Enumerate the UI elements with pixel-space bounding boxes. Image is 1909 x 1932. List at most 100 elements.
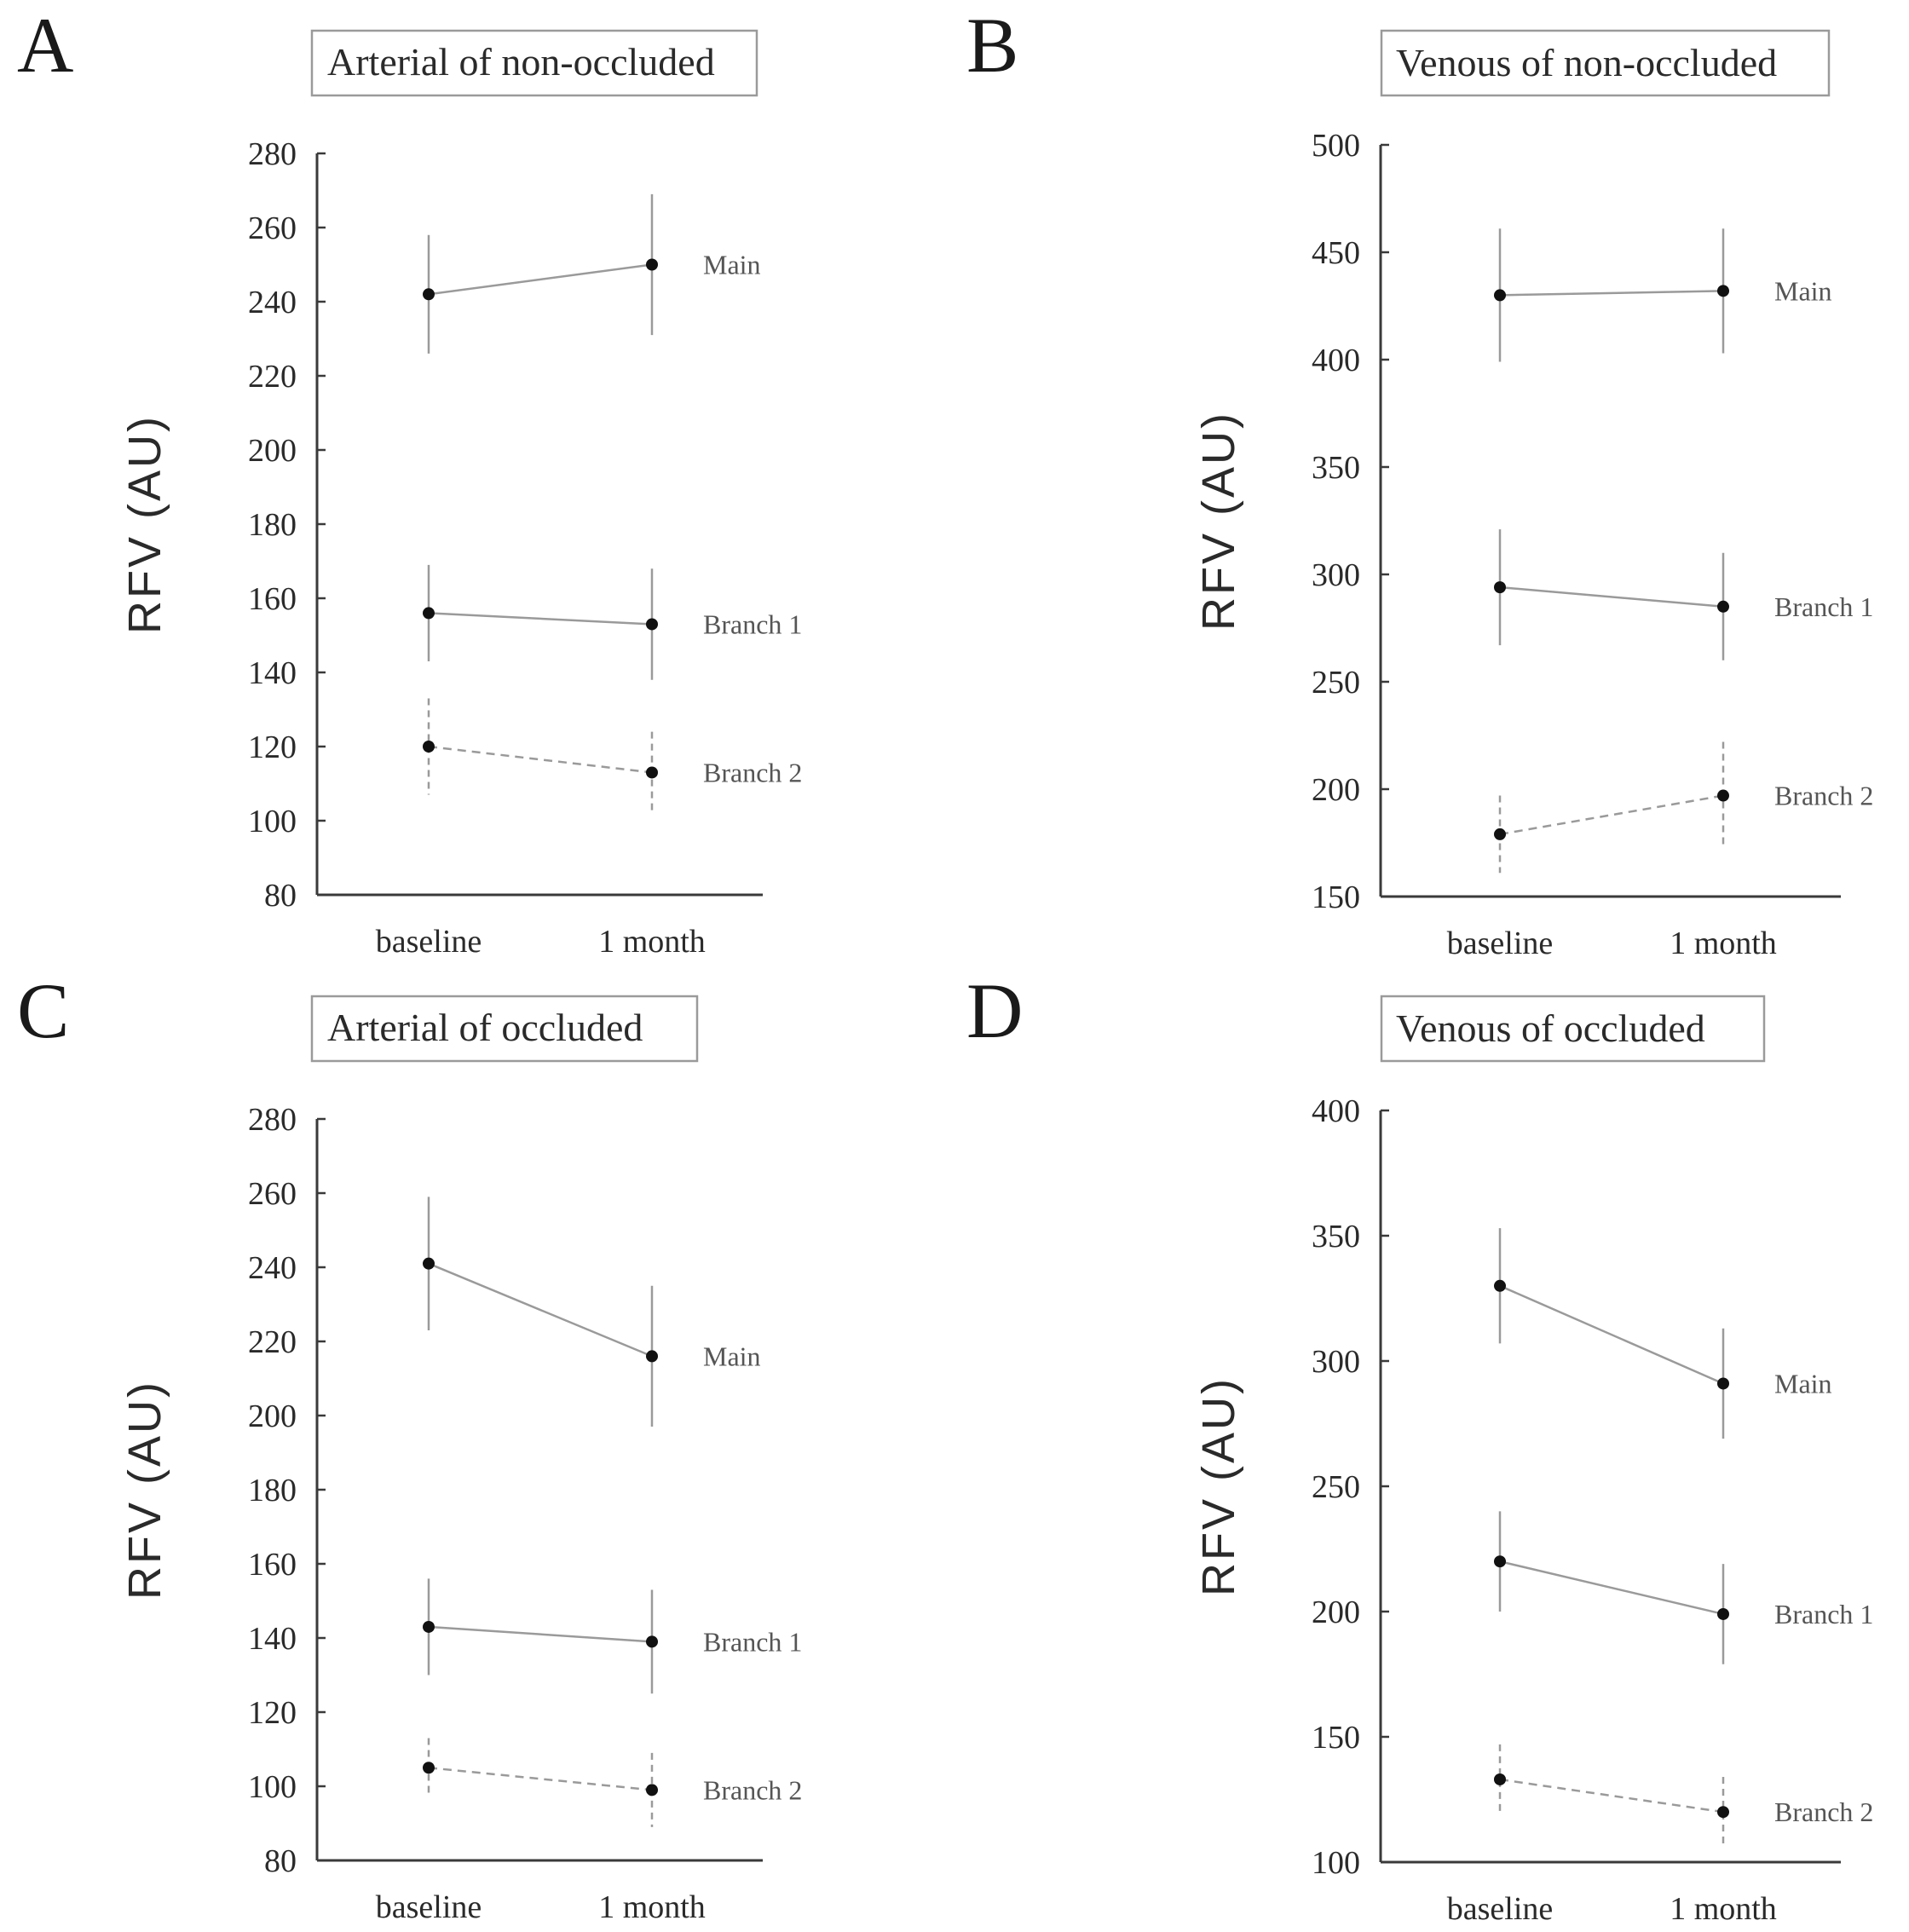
panel-a-ytick-label-140: 140 [248,655,297,691]
panel-a-ytick-label-220: 220 [248,359,297,395]
panel-d-ytick-label-150: 150 [1312,1720,1360,1756]
panel-a-y-label: RFV (AU) [119,414,170,634]
panel-c-ytick-label-280: 280 [248,1102,297,1138]
panel-d-ytick-label-100: 100 [1312,1845,1360,1881]
panel-a-branch-2-label: Branch 2 [703,757,802,787]
panel-b-y-label: RFV (AU) [1193,411,1244,631]
panel-d-x-label-1-month: 1 month [1670,1891,1777,1927]
chart-d: D Venous of occluded 100 150 200 250 300 350 400… [966,967,1873,1927]
panel-d-main-point-0 [1494,1279,1506,1292]
panel-c-ytick-label-200: 200 [248,1399,297,1434]
panel-a-ytick-label-160: 160 [248,581,297,617]
panel-a-ytick-label-280: 280 [248,136,297,172]
panel-d-branch-1-point-1 [1717,1607,1729,1620]
panel-a-branch-1-line [428,612,653,626]
panel-d-ytick-label-350: 350 [1312,1219,1360,1254]
panel-a-branch-2-point-1 [646,766,658,779]
panel-a-title-box [310,29,758,97]
panel-c-branch-1-label: Branch 1 [703,1626,802,1657]
panel-d-x-label-baseline: baseline [1447,1891,1554,1927]
panel-a-title: Arterial of non-occluded [327,40,715,84]
panel-b-ytick-label-200: 200 [1312,772,1360,808]
panel-a-ytick-label-180: 180 [248,507,297,543]
panel-c-ytick-label-140: 140 [248,1621,297,1657]
panel-a-letter: A [17,2,73,89]
panel-d-branch-2-line [1499,1778,1724,1814]
panel-a-main-point-1 [646,258,658,271]
panel-c-ytick-label-260: 260 [248,1176,297,1212]
panel-a-branch-1-label: Branch 1 [703,608,802,639]
panel-a-branch-1-point-1 [646,618,658,631]
panel-a-main-point-0 [423,288,435,301]
panel-b-ytick-label-400: 400 [1312,343,1360,378]
panel-c-title: Arterial of occluded [327,1006,643,1049]
panel-c: C Arterial of occluded 80 100 120 140 160 180 20… [0,966,954,1931]
panel-b-main-label: Main [1774,275,1832,306]
panel-b-title: Venous of non-occluded [1396,41,1777,84]
panel-a: A Arterial of non-occluded 80 100 120 140 160 1… [0,0,954,966]
panel-b-letter: B [966,2,1018,89]
panel-c-letter: C [17,967,69,1054]
panel-c-ytick-label-160: 160 [248,1547,297,1583]
panel-c-main-line [428,1262,653,1358]
panel-c-branch-2-label: Branch 2 [703,1774,802,1805]
chart-c: C Arterial of occluded 80 100 120 140 160 180 20… [17,967,802,1925]
panel-c-ytick-label-220: 220 [248,1324,297,1360]
panel-b-branch-2-point-1 [1717,789,1729,802]
chart-a: A Arterial of non-occluded 80 100 120 140 160 1… [17,2,802,960]
panel-b-branch-1-point-1 [1717,600,1729,613]
panel-a-x-label-baseline: baseline [376,924,482,960]
panel-b-ytick-label-150: 150 [1312,879,1360,915]
panel-b-main-line [1499,290,1724,297]
panel-a-main-line [428,263,653,296]
panel-d-ytick-label-300: 300 [1312,1344,1360,1380]
panel-b-ytick-label-450: 450 [1312,235,1360,271]
panel-a-main-label: Main [703,250,761,280]
panel-d-y-label: RFV (AU) [1193,1376,1244,1596]
panel-b-ytick-label-300: 300 [1312,557,1360,593]
panel-d-branch-1-line [1499,1560,1724,1616]
panel-c-ytick-label-240: 240 [248,1250,297,1286]
panel-b-branch-2-line [1499,794,1724,836]
panel-a-ytick-label-80: 80 [264,878,297,914]
panel-b-x-label-1-month: 1 month [1670,926,1777,961]
panel-d-main-point-1 [1717,1377,1729,1390]
panel-b-branch-2-label: Branch 2 [1774,781,1873,811]
panel-c-branch-2-point-1 [646,1784,658,1796]
panel-d: D Venous of occluded 100 150 200 250 300 350 400… [954,966,1909,1931]
panel-a-ytick-label-260: 260 [248,211,297,246]
panel-c-ytick-label-100: 100 [248,1769,297,1805]
panel-d-branch-1-label: Branch 1 [1774,1599,1873,1629]
panel-a-ytick-label-120: 120 [248,730,297,765]
panel-c-ytick-label-80: 80 [264,1843,297,1879]
panel-c-ytick-label-180: 180 [248,1473,297,1508]
panel-c-ytick-label-120: 120 [248,1695,297,1731]
panel-b-ytick-label-500: 500 [1312,128,1360,164]
panel-a-branch-1-point-0 [423,607,435,620]
panel-b-branch-1-line [1499,585,1724,608]
panel-c-y-label: RFV (AU) [119,1380,170,1600]
panel-b-title-box [1380,29,1831,97]
panel-b-main-point-0 [1494,289,1506,302]
panel-b-ytick-label-350: 350 [1312,450,1360,486]
panel-c-main-label: Main [703,1341,761,1371]
panel-c-branch-2-point-0 [423,1762,435,1774]
panel-d-main-line [1499,1284,1724,1385]
panel-a-ytick-label-100: 100 [248,804,297,839]
panel-d-branch-2-label: Branch 2 [1774,1796,1873,1827]
panel-b-branch-2-point-0 [1494,828,1506,840]
panel-d-branch-1-point-0 [1494,1555,1506,1568]
panel-c-main-point-1 [646,1350,658,1363]
panel-d-title: Venous of occluded [1396,1006,1705,1050]
panel-d-title-box [1380,995,1766,1063]
panel-b-ytick-label-250: 250 [1312,665,1360,701]
panel-a-ytick-label-200: 200 [248,433,297,469]
panel-a-branch-2-point-0 [423,741,435,753]
panel-a-ytick-label-240: 240 [248,285,297,320]
panel-c-x-label-1-month: 1 month [598,1889,706,1925]
panel-d-letter: D [966,967,1023,1054]
chart-b: B Venous of non-occluded 150 200 250 300 350 40… [966,2,1873,961]
panel-c-branch-1-point-1 [646,1635,658,1648]
panel-b: B Venous of non-occluded 150 200 250 300 350 40… [954,0,1909,966]
panel-c-x-label-baseline: baseline [376,1889,482,1925]
